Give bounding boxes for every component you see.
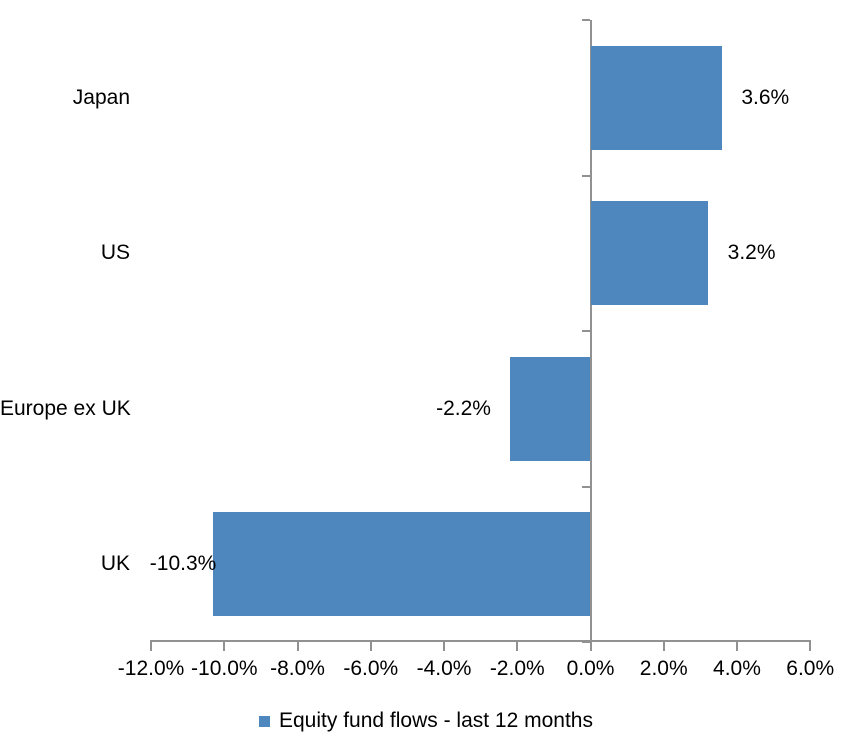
x-axis-tick-mark bbox=[735, 640, 738, 651]
x-axis-tick-mark bbox=[150, 640, 153, 651]
bar-us bbox=[590, 201, 708, 306]
x-axis-tick-mark bbox=[296, 640, 299, 651]
legend-label: Equity fund flows - last 12 months bbox=[279, 709, 593, 732]
x-tick-label--4-0-: -4.0% bbox=[416, 657, 472, 680]
x-tick-label-2-0-: 2.0% bbox=[639, 657, 688, 680]
x-axis-tick-mark bbox=[809, 640, 812, 651]
category-label-europe-ex-uk: Europe ex UK bbox=[0, 396, 131, 420]
y-axis-tick-mark bbox=[581, 641, 590, 643]
bar-uk bbox=[213, 512, 591, 617]
x-axis-tick-mark bbox=[369, 640, 372, 651]
y-axis-tick-mark bbox=[581, 19, 590, 21]
category-label-us: US bbox=[100, 241, 130, 265]
x-axis-line bbox=[151, 640, 811, 642]
legend: Equity fund flows - last 12 months bbox=[0, 707, 852, 735]
y-axis-tick-mark bbox=[581, 174, 590, 177]
x-tick-label--8-0-: -8.0% bbox=[270, 657, 325, 680]
x-axis-tick-mark bbox=[223, 640, 226, 651]
bar-japan bbox=[590, 45, 723, 150]
x-tick-label--6-0-: -6.0% bbox=[343, 657, 399, 680]
x-axis-tick-mark bbox=[589, 640, 592, 651]
category-label-japan: Japan bbox=[72, 85, 130, 109]
y-axis-tick-mark bbox=[581, 485, 590, 488]
y-axis-tick-mark bbox=[581, 330, 590, 332]
x-tick-label-4-0-: 4.0% bbox=[713, 657, 761, 680]
x-axis-tick-mark bbox=[443, 640, 446, 651]
value-label-uk: -10.3% bbox=[149, 552, 217, 576]
legend-swatch-icon bbox=[259, 715, 270, 727]
value-label-japan: 3.6% bbox=[741, 85, 790, 109]
y-axis-line bbox=[589, 20, 592, 642]
value-label-europe-ex-uk: -2.2% bbox=[436, 396, 491, 420]
value-label-us: 3.2% bbox=[727, 241, 776, 265]
category-label-uk: UK bbox=[100, 552, 130, 576]
x-tick-label-6-0-: 6.0% bbox=[786, 657, 835, 680]
x-tick-label--2-0-: -2.0% bbox=[489, 657, 545, 680]
x-tick-label-0-0-: 0.0% bbox=[566, 657, 615, 680]
x-tick-label--12-0-: -12.0% bbox=[117, 657, 185, 680]
bar-europe-ex-uk bbox=[509, 356, 591, 461]
x-tick-label--10-0-: -10.0% bbox=[191, 657, 258, 680]
x-axis-tick-mark bbox=[516, 640, 519, 651]
x-axis-tick-mark bbox=[662, 640, 665, 651]
